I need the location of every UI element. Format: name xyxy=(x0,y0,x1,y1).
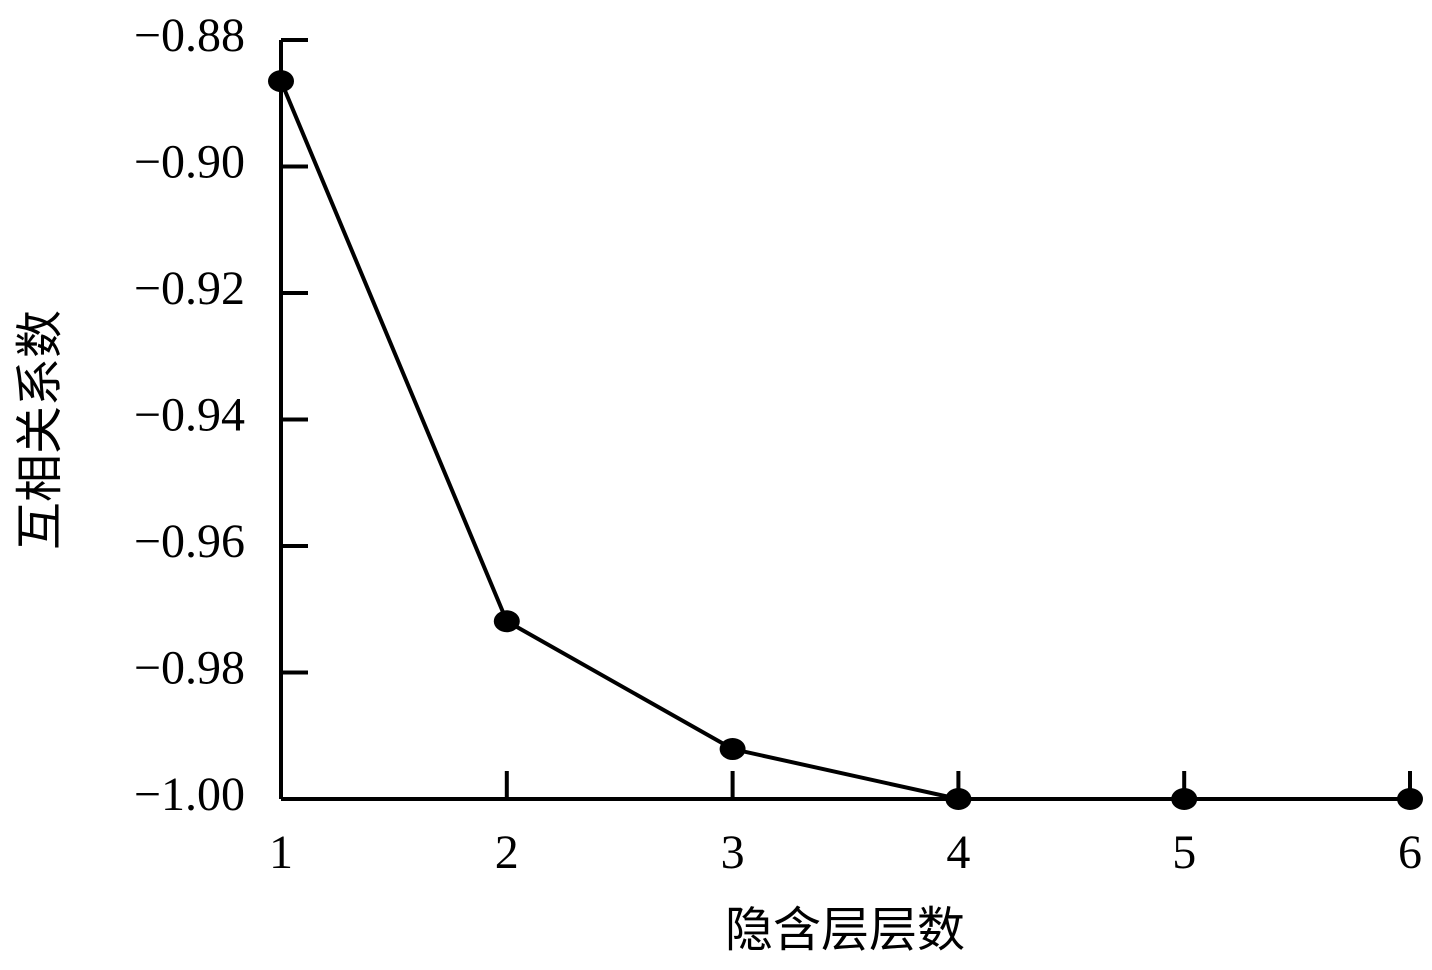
y-tick-label: −0.90 xyxy=(134,136,245,189)
x-tick-label: 3 xyxy=(721,826,745,879)
marker xyxy=(1397,788,1423,810)
marker xyxy=(719,738,746,761)
marker xyxy=(493,610,520,633)
y-tick-label: −0.88 xyxy=(134,9,245,62)
y-tick-label: −0.98 xyxy=(134,642,245,695)
y-tick-label: −0.96 xyxy=(134,515,245,568)
x-tick-label: 2 xyxy=(495,826,519,879)
line xyxy=(279,80,1410,801)
y-tick-label: −0.92 xyxy=(134,262,245,315)
y-tick-label: −1.00 xyxy=(134,768,245,821)
x-tick-label: 6 xyxy=(1398,826,1422,879)
y-axis-label: 互相关系数 xyxy=(14,310,67,550)
x-tick-label: 4 xyxy=(946,826,970,879)
y-tick-label: −0.94 xyxy=(134,389,245,442)
x-axis-label: 隐含层层数 xyxy=(725,904,965,957)
marker xyxy=(945,788,972,810)
marker xyxy=(1171,788,1198,810)
x-tick-label: 5 xyxy=(1172,826,1196,879)
marker xyxy=(268,70,294,93)
x-tick-label: 1 xyxy=(269,826,293,879)
